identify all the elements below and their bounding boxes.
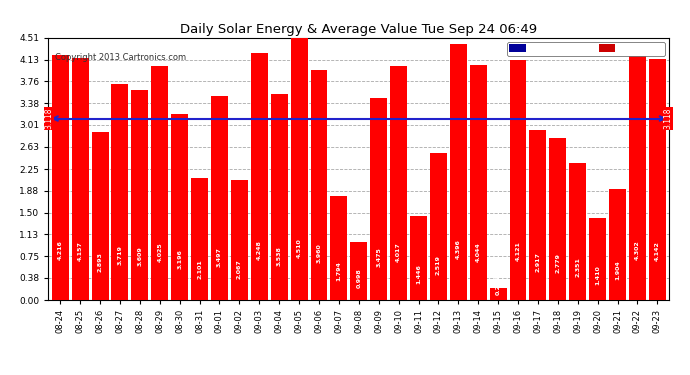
Bar [112,84,128,300]
Text: 3.118: 3.118 [664,108,673,129]
Text: 0.998: 0.998 [356,268,362,288]
Text: 3.196: 3.196 [177,249,182,269]
Bar [549,138,566,300]
Text: 2.067: 2.067 [237,259,242,279]
Bar [410,216,427,300]
Text: 4.157: 4.157 [78,241,83,261]
Text: 4.121: 4.121 [515,241,520,261]
Text: Copyright 2013 Cartronics.com: Copyright 2013 Cartronics.com [55,53,186,62]
Bar [569,163,586,300]
Bar [290,38,308,300]
Bar [490,288,506,300]
Text: 4.044: 4.044 [475,242,481,262]
Bar [510,60,526,300]
Bar [470,64,486,300]
Bar [331,196,347,300]
Bar [609,189,626,300]
Text: 1.904: 1.904 [615,261,620,280]
Text: 4.248: 4.248 [257,240,262,260]
Bar [151,66,168,300]
Bar [629,50,646,300]
Text: 3.118: 3.118 [45,108,54,129]
Bar [52,55,69,300]
Bar [231,180,248,300]
Text: 4.025: 4.025 [157,242,162,262]
Text: 2.893: 2.893 [97,252,103,272]
Bar [251,53,268,300]
Text: 3.475: 3.475 [376,247,381,267]
Bar [270,94,288,300]
Bar [171,114,188,300]
Text: 1.446: 1.446 [416,265,421,285]
Text: 1.794: 1.794 [337,261,342,281]
Bar [450,44,466,300]
Text: 3.960: 3.960 [317,243,322,262]
Text: 0.203: 0.203 [495,276,501,296]
Text: 2.917: 2.917 [535,252,540,272]
Bar [92,132,108,300]
Text: 4.396: 4.396 [456,239,461,259]
Text: 4.017: 4.017 [396,242,401,262]
Text: 1.410: 1.410 [595,265,600,285]
Text: 2.519: 2.519 [436,255,441,275]
Bar [430,153,447,300]
Bar [72,58,88,300]
Text: 2.101: 2.101 [197,259,202,279]
Text: 4.510: 4.510 [297,238,302,258]
Bar [211,96,228,300]
Text: 4.216: 4.216 [58,240,63,260]
Text: 2.779: 2.779 [555,253,560,273]
Bar [390,66,407,300]
Text: 3.497: 3.497 [217,247,222,267]
Text: 3.538: 3.538 [277,246,282,266]
Bar [191,178,208,300]
Bar [529,130,546,300]
Bar [371,98,387,300]
Bar [310,69,328,300]
Bar [131,90,148,300]
Text: 3.609: 3.609 [137,246,142,266]
Bar [649,59,666,300]
Bar [589,218,606,300]
Text: 4.302: 4.302 [635,240,640,260]
Bar [351,242,367,300]
Text: 3.719: 3.719 [117,245,122,265]
Text: 2.351: 2.351 [575,257,580,277]
Title: Daily Solar Energy & Average Value Tue Sep 24 06:49: Daily Solar Energy & Average Value Tue S… [180,23,538,36]
Text: 4.142: 4.142 [655,241,660,261]
Legend: Average ($), Daily   ($): Average ($), Daily ($) [507,42,664,56]
